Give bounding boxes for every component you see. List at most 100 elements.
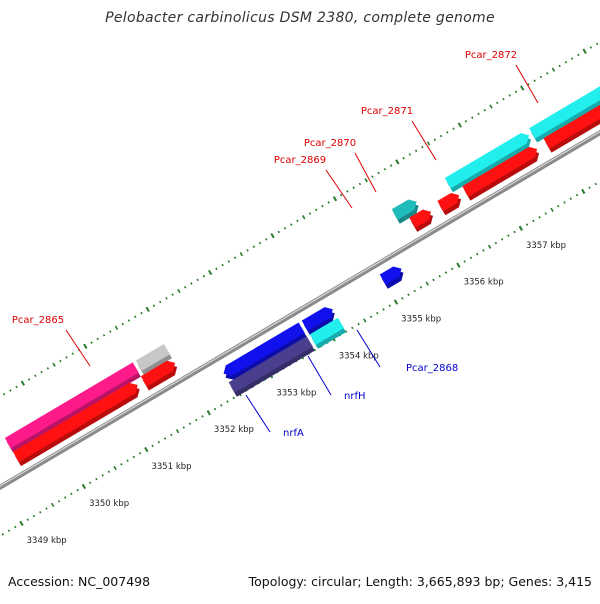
tick-mark-forward — [308, 212, 312, 215]
tick-mark-forward — [315, 208, 318, 212]
backbone-line — [0, 129, 600, 491]
tick-mark-reverse — [444, 271, 448, 274]
tick-mark-reverse — [581, 188, 586, 195]
tick-mark-forward — [202, 274, 206, 278]
tick-mark-reverse — [382, 308, 385, 311]
tick-mark-reverse — [575, 193, 579, 197]
tick-mark-reverse — [482, 249, 485, 252]
tick-mark-reverse — [563, 201, 566, 204]
tick-mark-reverse — [70, 492, 73, 496]
tick-mark-forward — [570, 57, 574, 60]
tick-mark-reverse — [175, 429, 180, 434]
gene-label-leader — [354, 152, 377, 193]
tick-mark-forward — [582, 48, 587, 54]
tick-mark-reverse — [201, 415, 204, 418]
tick-mark-forward — [327, 201, 330, 204]
tick-mark-forward — [158, 300, 162, 304]
tick-mark-forward — [71, 352, 74, 355]
tick-mark-reverse — [569, 197, 572, 201]
tick-mark-forward — [457, 122, 462, 128]
tick-mark-reverse — [45, 507, 48, 510]
tick-mark-forward — [402, 156, 405, 160]
tick-mark-forward — [395, 159, 400, 165]
tick-mark-forward — [332, 196, 338, 202]
tick-mark-forward — [65, 356, 68, 359]
tick-mark-reverse — [88, 481, 92, 485]
g-blue-b — [301, 307, 333, 331]
scale-label: 3353 kbp — [276, 388, 316, 398]
tick-mark-forward — [207, 269, 213, 276]
tick-mark-forward — [545, 72, 549, 75]
accession-text: Accession: NC_007498 — [8, 574, 151, 589]
tick-mark-forward — [439, 134, 443, 138]
tick-mark-reverse — [544, 212, 548, 215]
tick-mark-forward — [302, 215, 306, 220]
tick-mark-reverse — [188, 422, 192, 426]
tick-mark-forward — [527, 83, 530, 86]
tick-mark-forward — [508, 94, 511, 97]
tick-mark-forward — [389, 164, 393, 167]
tick-mark-forward — [246, 249, 249, 252]
tick-mark-reverse — [588, 186, 591, 189]
tick-mark-forward — [227, 260, 231, 263]
tick-mark-forward — [426, 141, 431, 146]
tick-mark-forward — [433, 138, 437, 142]
tick-mark-reverse — [438, 274, 441, 278]
tick-mark-forward — [321, 204, 324, 208]
tick-mark-reverse — [126, 459, 129, 462]
tick-mark-forward — [190, 282, 193, 285]
tick-mark-forward — [127, 319, 131, 322]
tick-mark-forward — [489, 104, 493, 109]
tick-mark-forward — [595, 42, 599, 46]
tick-mark-reverse — [63, 496, 67, 499]
gene-label: Pcar_2869 — [274, 155, 326, 166]
tick-mark-reverse — [170, 433, 173, 437]
scale-label: 3352 kbp — [214, 425, 254, 435]
g-red-f — [543, 104, 600, 149]
tick-mark-reverse — [357, 322, 360, 326]
tick-mark-forward — [59, 359, 62, 363]
tick-mark-reverse — [487, 244, 492, 249]
tick-mark-reverse — [95, 477, 98, 481]
g-gray — [135, 344, 170, 371]
tick-mark-forward — [364, 178, 368, 183]
tick-mark-forward — [464, 120, 468, 123]
tick-mark-forward — [346, 190, 349, 193]
g-red-c — [409, 209, 431, 228]
tick-mark-reverse — [1, 533, 4, 536]
tick-mark-forward — [258, 241, 262, 245]
gene-label: Pcar_2871 — [361, 106, 413, 117]
tick-mark-forward — [46, 367, 50, 370]
tick-mark-forward — [339, 193, 343, 197]
tick-mark-reverse — [388, 304, 391, 308]
scale-label: 3356 kbp — [464, 278, 504, 288]
tick-mark-reverse — [550, 207, 554, 212]
tick-mark-forward — [177, 288, 181, 294]
tick-mark-forward — [408, 153, 412, 156]
tick-mark-reverse — [32, 514, 36, 518]
tick-mark-reverse — [432, 278, 435, 282]
gene-label: Pcar_2868 — [406, 363, 458, 374]
tick-mark-forward — [589, 46, 593, 49]
tick-mark-forward — [577, 53, 580, 57]
tick-mark-reverse — [213, 407, 217, 411]
tick-mark-reverse — [7, 529, 11, 532]
scale-label: 3354 kbp — [339, 351, 379, 361]
tick-mark-forward — [27, 378, 31, 381]
g-blue-c — [379, 266, 402, 285]
tick-mark-reverse — [525, 223, 529, 226]
label-layer: 3349 kbp 3350 kbp 3351 kbp 3352 kbp 3353 kbp… — [12, 50, 566, 546]
tick-mark-reverse — [456, 262, 461, 268]
tick-mark-reverse — [538, 215, 541, 219]
tick-mark-forward — [446, 131, 449, 134]
tick-mark-forward — [383, 167, 387, 171]
tick-mark-reverse — [363, 318, 367, 323]
tick-mark-reverse — [393, 299, 399, 305]
tick-mark-reverse — [101, 474, 104, 477]
tick-mark-forward — [96, 337, 99, 341]
tick-mark-forward — [40, 370, 43, 374]
tick-mark-forward — [109, 330, 112, 333]
tick-mark-forward — [52, 362, 56, 367]
tick-mark-forward — [252, 245, 256, 248]
